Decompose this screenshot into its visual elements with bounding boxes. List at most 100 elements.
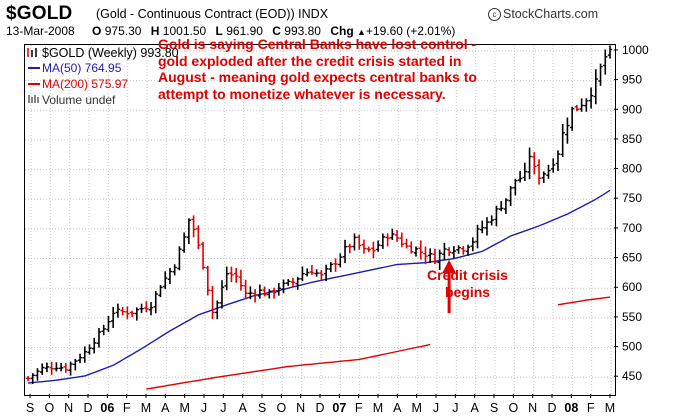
ohlc-bar: [475, 224, 480, 249]
x-tick-label: S: [258, 401, 266, 415]
symbol-description-text: (Gold - Continuous Contract (EOD)): [96, 7, 295, 21]
ohlc-bar: [404, 238, 409, 249]
open-value: 975.30: [104, 24, 142, 38]
x-tick-label: N: [64, 401, 73, 415]
y-tick-label: 800: [622, 162, 642, 176]
ohlc-bar: [281, 279, 286, 294]
ohlc-bar: [110, 306, 116, 328]
ohlc-bar: [584, 98, 589, 112]
legend-ma50-label: MA(50) 764.95: [42, 61, 122, 75]
y-tick-label: 650: [622, 251, 642, 265]
x-tick-label: M: [373, 401, 383, 415]
ohlc-bar: [461, 245, 466, 255]
y-axis-ticks: 450 500 550 600 650 700 750 800 850 900 950 1000: [614, 43, 649, 383]
ohlc-bar: [30, 373, 35, 385]
x-axis-ticks: S O N D 06 F M A M J J A S O N D 07 F M A M J J A S O N D 08 F M: [26, 394, 615, 415]
brand-watermark: c StockCharts.com: [488, 7, 598, 21]
ohlc-bar: [598, 63, 603, 86]
ohlc-bar: [177, 246, 182, 271]
ohlc-bar: [527, 147, 532, 180]
ohlc-bar: [243, 279, 248, 300]
ohlc-bar: [186, 218, 192, 245]
ohlc-bar: [328, 262, 334, 273]
x-tick-label: S: [26, 401, 34, 415]
ohlc-bar: [489, 215, 494, 226]
credit-crisis-annotation: Credit crisis begins: [420, 267, 515, 301]
ohlc-bar: [437, 249, 442, 271]
ohlc-bar: [101, 324, 106, 336]
credit-crisis-line2: begins: [444, 284, 491, 300]
ohlc-bar: [25, 375, 31, 382]
x-tick-label: M: [179, 401, 189, 415]
ohlc-bar: [77, 353, 83, 364]
ohlc-bar: [219, 280, 225, 309]
ohlc-bar: [560, 124, 565, 158]
ma200-line-recent: [557, 296, 611, 306]
price-chart-area: [24, 44, 616, 396]
ohlc-bar: [541, 171, 546, 184]
chg-label: Chg: [330, 24, 354, 38]
low-label: L: [215, 24, 223, 38]
ohlc-bar: [551, 158, 556, 173]
ohlc-bar: [536, 159, 542, 185]
moving-averages: [27, 189, 611, 390]
ohlc-bar: [456, 245, 461, 254]
y-tick-label: 450: [622, 369, 642, 383]
ohlc-bar: [210, 285, 215, 319]
y-tick-label: 1000: [622, 43, 649, 57]
ohlc-bar: [314, 269, 319, 277]
ohlc-bar: [196, 225, 201, 250]
ohlc-bar: [418, 240, 423, 260]
x-tick-label: J: [201, 401, 207, 415]
ohlc-bar: [252, 289, 258, 303]
ohlc-bar: [498, 201, 504, 212]
ohlc-bar: [442, 242, 447, 261]
x-tick-label: O: [276, 401, 286, 415]
chart-symbol-title: $GOLD: [6, 3, 73, 24]
x-tick-label: J: [220, 401, 226, 415]
ohlc-bar: [139, 303, 144, 314]
ohlc-bar: [267, 289, 272, 299]
ohlc-bar: [323, 264, 329, 282]
close-label: C: [272, 24, 281, 38]
x-tick-label: S: [490, 401, 498, 415]
x-tick-label: M: [411, 401, 421, 415]
ohlc-bar: [120, 307, 125, 316]
ohlc-bar: [49, 361, 54, 375]
ohlc-bar: [555, 150, 561, 171]
ohlc-bar: [229, 266, 234, 283]
ohlc-bar: [565, 117, 570, 144]
ohlc-bar: [39, 363, 45, 375]
arrow-head: [442, 259, 457, 274]
legend-price-label: $GOLD (Weekly) 993.80: [42, 46, 179, 60]
ohlc-bar: [333, 258, 338, 272]
legend-volume-bar: [28, 95, 30, 103]
ohlc-bar: [588, 87, 594, 109]
ohlc-bar: [375, 240, 381, 252]
ohlc-bar: [257, 284, 263, 299]
ohlc-bar: [385, 233, 390, 247]
ohlc-bar: [427, 248, 433, 263]
x-tick-label: F: [355, 401, 363, 415]
exchange-label: INDX: [298, 7, 329, 21]
ohlc-bar: [522, 162, 528, 181]
x-tick-label: D: [83, 401, 92, 415]
ohlc-bar: [172, 264, 177, 276]
ohlc-bar: [309, 264, 315, 275]
ohlc-bar: [371, 241, 376, 259]
ohlc-bar: [262, 286, 267, 297]
ohlc-bar: [432, 248, 438, 265]
ohlc-bar: [73, 358, 78, 371]
ohlc-bar: [484, 217, 490, 236]
ohlc-bar: [409, 241, 414, 254]
ohlc-bar: [144, 301, 149, 313]
ohlc-bar: [290, 277, 296, 288]
x-tick-label: A: [470, 401, 479, 415]
x-tick-label: A: [238, 401, 247, 415]
ohlc-bar: [68, 361, 73, 376]
ohlc-bar: [579, 98, 584, 112]
ohlc-bar: [451, 246, 457, 259]
x-tick-label: M: [605, 401, 615, 415]
y-tick-label: 850: [622, 132, 642, 146]
